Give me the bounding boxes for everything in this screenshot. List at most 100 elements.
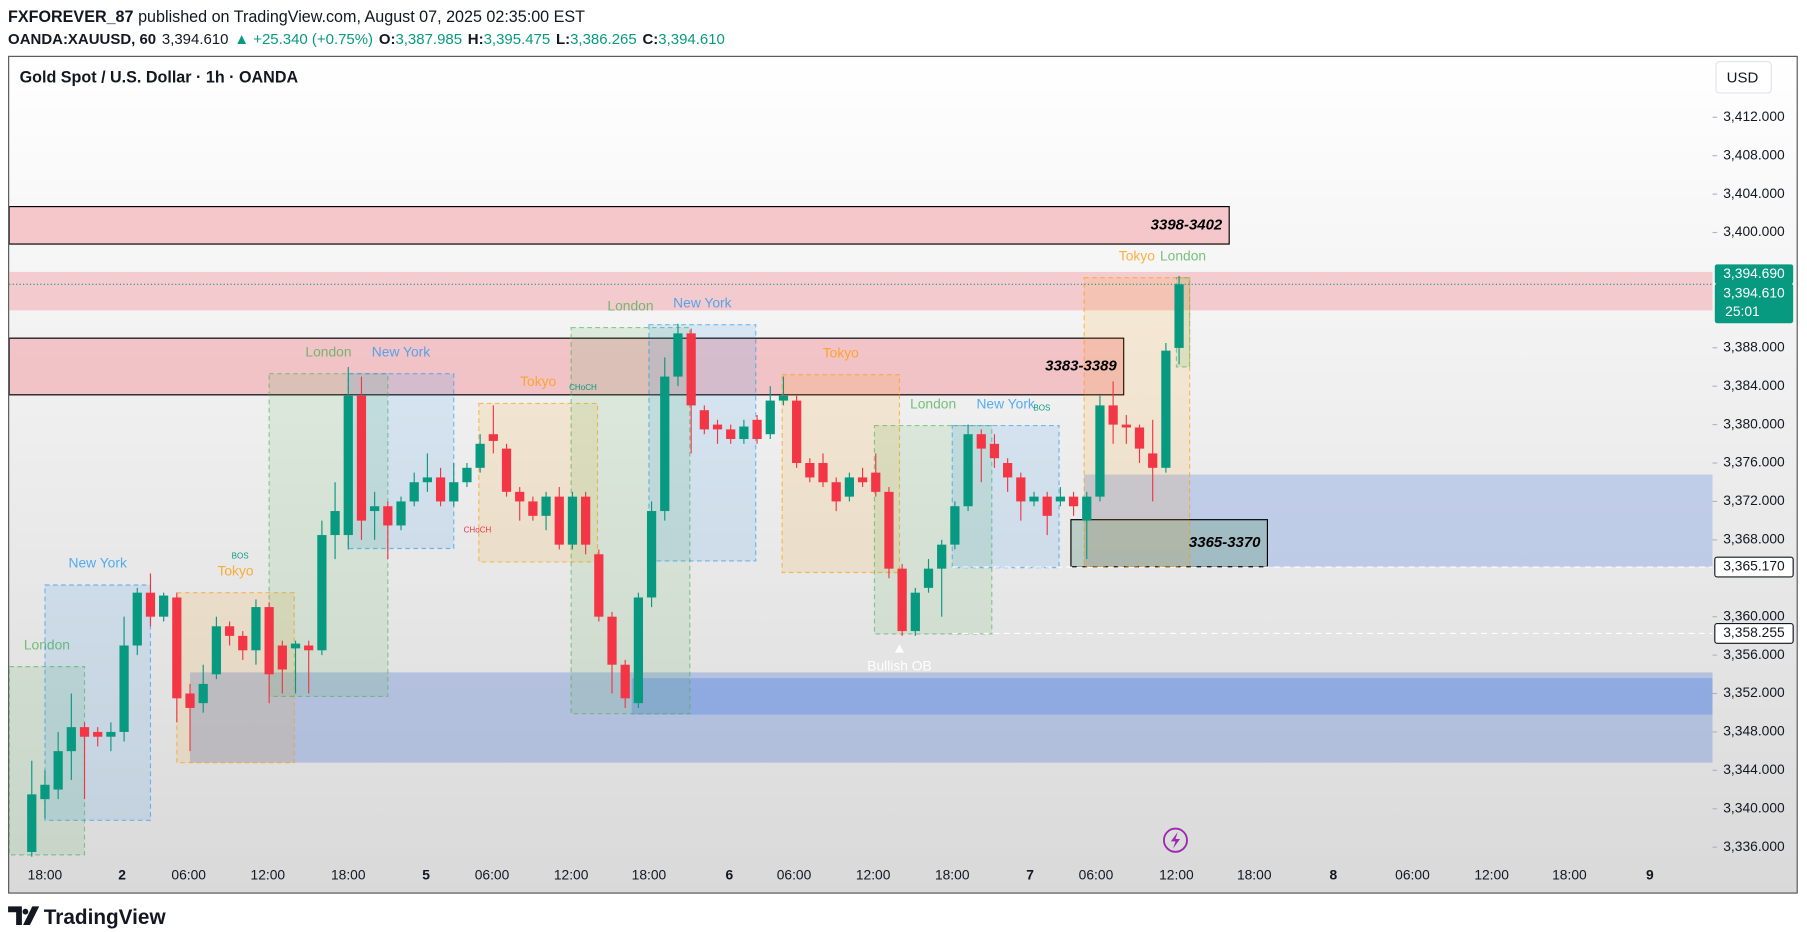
candle-body <box>422 477 433 483</box>
session-label: New York <box>372 343 430 359</box>
session-label: London <box>607 297 653 313</box>
y-tick-label: 3,412.000 <box>1723 108 1785 124</box>
candle-body <box>673 333 683 377</box>
ohlc-key: O: <box>379 31 396 48</box>
candle-body <box>1055 496 1066 502</box>
candle-body <box>317 535 327 651</box>
candle-body <box>409 482 419 502</box>
candle-body <box>53 751 63 790</box>
candle-body <box>488 434 498 441</box>
x-tick-label: 9 <box>1646 867 1654 883</box>
candle-body <box>963 434 973 507</box>
x-tick-label: 12:00 <box>1159 867 1194 883</box>
candle-body <box>607 616 617 665</box>
session-label: New York <box>976 395 1034 411</box>
x-tick-label: 12:00 <box>251 867 286 883</box>
zone-label: 3398-3402 <box>1151 216 1223 233</box>
price-label-box <box>1714 556 1794 578</box>
marker-label: CHoCH <box>569 383 597 392</box>
price-label-box <box>1714 283 1794 324</box>
x-tick-label: 7 <box>1026 867 1034 883</box>
candle-body <box>251 607 261 651</box>
y-tick-label: 3,344.000 <box>1723 761 1785 777</box>
symbol: OANDA:XAUUSD, 60 <box>8 31 156 48</box>
x-tick-label: 5 <box>422 867 430 883</box>
session-label: Tokyo <box>217 562 253 578</box>
candle-body <box>699 410 709 430</box>
axes: 3,412.000 3,408.000 3,404.000 3,400.000 3,38… <box>28 108 1794 883</box>
session-label: London <box>305 343 351 359</box>
logo: TradingView <box>8 906 166 929</box>
candle-body <box>633 597 644 704</box>
x-tick-label: 18:00 <box>935 867 970 883</box>
zone <box>1070 519 1269 568</box>
session-box <box>9 666 86 856</box>
candle-body <box>1134 427 1145 449</box>
session-label: New York <box>69 555 127 571</box>
price-label: 3,394.610 <box>1723 284 1785 300</box>
last-price: 3,394.610 <box>162 31 229 48</box>
candle-body <box>752 419 762 440</box>
x-tick-label: 06:00 <box>1079 867 1114 883</box>
brand: TradingView <box>44 906 167 929</box>
candle-body <box>594 554 604 617</box>
y-tick-label: 3,336.000 <box>1723 838 1785 854</box>
marker-arrow <box>894 644 905 653</box>
candle-body <box>831 482 841 502</box>
candle-body <box>106 731 116 737</box>
zone <box>190 672 1713 763</box>
candle-body <box>119 645 129 732</box>
symbol-line: OANDA:XAUUSD, 60 3,394.610 ▲ +25.340 (+0.7… <box>8 31 725 48</box>
candle-body <box>910 592 920 632</box>
candle-body <box>686 333 696 406</box>
y-tick-label: 3,380.000 <box>1723 415 1785 431</box>
marker-label: BOS <box>232 551 250 560</box>
event-icon[interactable] <box>1163 827 1188 853</box>
ohlc-key: C: <box>642 31 658 48</box>
price-label: 3,394.690 <box>1723 265 1785 281</box>
session-label: London <box>24 636 70 652</box>
x-tick-label: 18:00 <box>331 867 366 883</box>
candle-body <box>541 496 551 516</box>
candle-body <box>330 511 340 536</box>
ohlc-key: H: <box>468 31 484 48</box>
candle-body <box>554 496 564 545</box>
candle-body <box>712 424 723 430</box>
zone <box>9 271 1713 311</box>
session-box <box>176 592 295 764</box>
candle-body <box>1003 463 1013 478</box>
y-tick-label: 3,340.000 <box>1723 799 1785 815</box>
y-tick-label: 3,372.000 <box>1723 492 1785 508</box>
price-label-box <box>1714 622 1794 644</box>
ohlc-value: 3,386.265 <box>570 31 637 48</box>
zone-label: 3383-3389 <box>1045 357 1117 374</box>
candle-body <box>765 400 775 435</box>
candle-body <box>238 635 248 651</box>
candle-body <box>370 506 380 512</box>
candle-body <box>1121 424 1131 428</box>
session-label: Tokyo <box>520 373 556 389</box>
candle-body <box>1068 496 1079 507</box>
price-label-countdown: 25:01 <box>1725 303 1760 319</box>
y-tick-label: 3,404.000 <box>1723 185 1785 201</box>
chart-title: Gold Spot / U.S. Dollar · 1h · OANDA <box>20 68 299 86</box>
candle-body <box>528 501 538 516</box>
candle-body <box>1095 405 1105 497</box>
candle-body <box>224 626 235 636</box>
candle-body <box>475 443 485 468</box>
session-box <box>478 402 599 563</box>
candle-body <box>290 643 301 649</box>
session-label: New York <box>673 294 731 310</box>
candle-body <box>383 506 393 526</box>
change: ▲ +25.340 (+0.75%) <box>234 31 373 48</box>
x-tick-label: 6 <box>726 867 734 883</box>
x-tick-label: 12:00 <box>1474 867 1509 883</box>
plot-area: London New York Tokyo London New York Tokyo Lo… <box>9 206 1713 857</box>
marker-label: BOS <box>1033 403 1051 412</box>
ohlc-value: 3,387.985 <box>395 31 462 48</box>
currency-box[interactable] <box>1715 61 1772 94</box>
session-label: Tokyo <box>823 344 859 360</box>
ohlc-value: 3,394.610 <box>658 31 725 48</box>
